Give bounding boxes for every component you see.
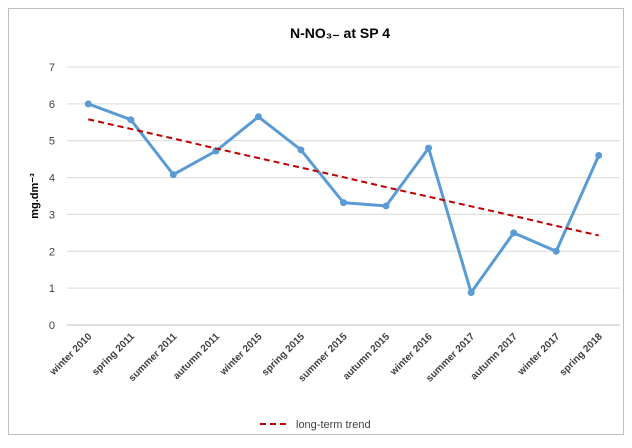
- y-tick-label: 3: [49, 209, 55, 221]
- chart-title: N-NO₃₋ at SP 4: [290, 25, 390, 41]
- data-point: [340, 199, 347, 207]
- y-tick-label: 4: [49, 173, 55, 185]
- data-point: [127, 116, 135, 124]
- data-point: [84, 100, 92, 108]
- data-point: [510, 229, 518, 237]
- data-point: [254, 113, 262, 121]
- legend-label: long-term trend: [296, 419, 371, 431]
- y-tick-label: 2: [49, 246, 55, 258]
- y-tick-label: 1: [49, 283, 55, 295]
- y-tick-label: 0: [49, 320, 55, 332]
- data-point: [297, 146, 305, 154]
- data-point: [425, 144, 433, 152]
- data-point: [595, 151, 603, 159]
- data-point: [467, 289, 475, 297]
- data-point: [382, 202, 390, 210]
- chart-border: [8, 8, 624, 435]
- y-tick-label: 7: [49, 62, 55, 74]
- y-tick-label: 5: [49, 136, 55, 148]
- data-point: [552, 247, 560, 255]
- y-axis-label: mg.dm⁻³: [29, 173, 41, 219]
- y-tick-label: 6: [49, 99, 55, 111]
- trend-line: [88, 118, 599, 237]
- data-point: [169, 171, 177, 179]
